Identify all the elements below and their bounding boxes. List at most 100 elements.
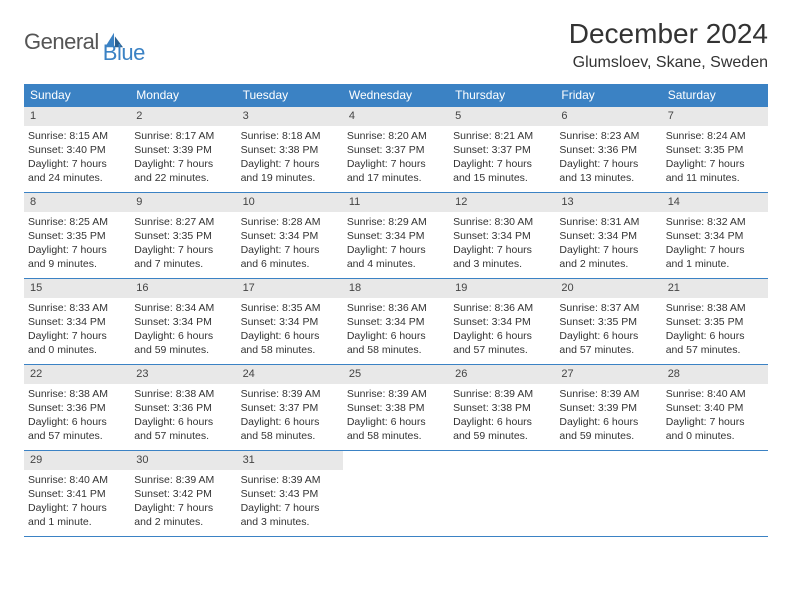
sunset-line: Sunset: 3:34 PM bbox=[453, 315, 551, 329]
day-number: 14 bbox=[662, 193, 768, 212]
daylight-line: and 57 minutes. bbox=[559, 343, 657, 357]
daylight-line: Daylight: 7 hours bbox=[666, 415, 764, 429]
day-number: 21 bbox=[662, 279, 768, 298]
sunset-line: Sunset: 3:41 PM bbox=[28, 487, 126, 501]
daylight-line: Daylight: 7 hours bbox=[28, 329, 126, 343]
title-block: December 2024 Glumsloev, Skane, Sweden bbox=[569, 18, 768, 72]
sunset-line: Sunset: 3:34 PM bbox=[241, 229, 339, 243]
sunset-line: Sunset: 3:35 PM bbox=[559, 315, 657, 329]
daylight-line: Daylight: 6 hours bbox=[241, 329, 339, 343]
daylight-line: and 59 minutes. bbox=[559, 429, 657, 443]
page-title: December 2024 bbox=[569, 18, 768, 50]
sunset-line: Sunset: 3:43 PM bbox=[241, 487, 339, 501]
week-row: 8Sunrise: 8:25 AMSunset: 3:35 PMDaylight… bbox=[24, 193, 768, 279]
sunrise-line: Sunrise: 8:24 AM bbox=[666, 129, 764, 143]
daylight-line: and 57 minutes. bbox=[666, 343, 764, 357]
day-cell: 8Sunrise: 8:25 AMSunset: 3:35 PMDaylight… bbox=[24, 193, 130, 279]
daylight-line: Daylight: 6 hours bbox=[559, 415, 657, 429]
week-row: 29Sunrise: 8:40 AMSunset: 3:41 PMDayligh… bbox=[24, 451, 768, 537]
daylight-line: and 58 minutes. bbox=[241, 429, 339, 443]
day-cell: 12Sunrise: 8:30 AMSunset: 3:34 PMDayligh… bbox=[449, 193, 555, 279]
day-cell: 30Sunrise: 8:39 AMSunset: 3:42 PMDayligh… bbox=[130, 451, 236, 537]
sunset-line: Sunset: 3:36 PM bbox=[28, 401, 126, 415]
sunrise-line: Sunrise: 8:39 AM bbox=[559, 387, 657, 401]
daylight-line: and 1 minute. bbox=[666, 257, 764, 271]
day-number: 28 bbox=[662, 365, 768, 384]
daylight-line: and 58 minutes. bbox=[347, 343, 445, 357]
sunrise-line: Sunrise: 8:17 AM bbox=[134, 129, 232, 143]
day-cell: 26Sunrise: 8:39 AMSunset: 3:38 PMDayligh… bbox=[449, 365, 555, 451]
logo-text-blue: Blue bbox=[103, 40, 145, 66]
daylight-line: Daylight: 6 hours bbox=[666, 329, 764, 343]
sunset-line: Sunset: 3:34 PM bbox=[347, 229, 445, 243]
sunset-line: Sunset: 3:34 PM bbox=[347, 315, 445, 329]
sunset-line: Sunset: 3:37 PM bbox=[347, 143, 445, 157]
day-cell: 23Sunrise: 8:38 AMSunset: 3:36 PMDayligh… bbox=[130, 365, 236, 451]
day-cell: 11Sunrise: 8:29 AMSunset: 3:34 PMDayligh… bbox=[343, 193, 449, 279]
sunrise-line: Sunrise: 8:20 AM bbox=[347, 129, 445, 143]
sunrise-line: Sunrise: 8:38 AM bbox=[666, 301, 764, 315]
sunset-line: Sunset: 3:35 PM bbox=[666, 143, 764, 157]
logo-text-general: General bbox=[24, 29, 99, 55]
daylight-line: Daylight: 7 hours bbox=[241, 243, 339, 257]
sunrise-line: Sunrise: 8:39 AM bbox=[347, 387, 445, 401]
day-cell bbox=[662, 451, 768, 537]
day-cell bbox=[555, 451, 661, 537]
sunset-line: Sunset: 3:34 PM bbox=[453, 229, 551, 243]
day-number: 6 bbox=[555, 107, 661, 126]
daylight-line: Daylight: 6 hours bbox=[559, 329, 657, 343]
day-header-row: Sunday Monday Tuesday Wednesday Thursday… bbox=[24, 84, 768, 107]
calendar-body: 1Sunrise: 8:15 AMSunset: 3:40 PMDaylight… bbox=[24, 107, 768, 537]
day-cell: 27Sunrise: 8:39 AMSunset: 3:39 PMDayligh… bbox=[555, 365, 661, 451]
day-cell: 4Sunrise: 8:20 AMSunset: 3:37 PMDaylight… bbox=[343, 107, 449, 193]
day-number: 2 bbox=[130, 107, 236, 126]
daylight-line: Daylight: 7 hours bbox=[134, 501, 232, 515]
sunset-line: Sunset: 3:36 PM bbox=[559, 143, 657, 157]
day-cell: 20Sunrise: 8:37 AMSunset: 3:35 PMDayligh… bbox=[555, 279, 661, 365]
day-cell: 17Sunrise: 8:35 AMSunset: 3:34 PMDayligh… bbox=[237, 279, 343, 365]
sunrise-line: Sunrise: 8:18 AM bbox=[241, 129, 339, 143]
sunset-line: Sunset: 3:37 PM bbox=[241, 401, 339, 415]
day-header-tuesday: Tuesday bbox=[237, 84, 343, 107]
daylight-line: Daylight: 7 hours bbox=[134, 157, 232, 171]
day-cell: 3Sunrise: 8:18 AMSunset: 3:38 PMDaylight… bbox=[237, 107, 343, 193]
sunset-line: Sunset: 3:37 PM bbox=[453, 143, 551, 157]
day-cell: 9Sunrise: 8:27 AMSunset: 3:35 PMDaylight… bbox=[130, 193, 236, 279]
sunset-line: Sunset: 3:34 PM bbox=[666, 229, 764, 243]
sunrise-line: Sunrise: 8:39 AM bbox=[134, 473, 232, 487]
week-row: 22Sunrise: 8:38 AMSunset: 3:36 PMDayligh… bbox=[24, 365, 768, 451]
day-cell bbox=[343, 451, 449, 537]
sunset-line: Sunset: 3:38 PM bbox=[241, 143, 339, 157]
logo: General Blue bbox=[24, 18, 145, 66]
calendar-table: Sunday Monday Tuesday Wednesday Thursday… bbox=[24, 84, 768, 537]
day-number: 5 bbox=[449, 107, 555, 126]
day-cell: 5Sunrise: 8:21 AMSunset: 3:37 PMDaylight… bbox=[449, 107, 555, 193]
daylight-line: Daylight: 7 hours bbox=[28, 157, 126, 171]
daylight-line: Daylight: 7 hours bbox=[666, 243, 764, 257]
day-cell: 29Sunrise: 8:40 AMSunset: 3:41 PMDayligh… bbox=[24, 451, 130, 537]
sunset-line: Sunset: 3:35 PM bbox=[28, 229, 126, 243]
day-number: 24 bbox=[237, 365, 343, 384]
daylight-line: Daylight: 7 hours bbox=[347, 243, 445, 257]
day-cell bbox=[449, 451, 555, 537]
daylight-line: and 7 minutes. bbox=[134, 257, 232, 271]
day-header-saturday: Saturday bbox=[662, 84, 768, 107]
daylight-line: and 9 minutes. bbox=[28, 257, 126, 271]
daylight-line: Daylight: 7 hours bbox=[559, 243, 657, 257]
day-cell: 1Sunrise: 8:15 AMSunset: 3:40 PMDaylight… bbox=[24, 107, 130, 193]
daylight-line: and 17 minutes. bbox=[347, 171, 445, 185]
sunset-line: Sunset: 3:38 PM bbox=[347, 401, 445, 415]
daylight-line: and 0 minutes. bbox=[28, 343, 126, 357]
sunset-line: Sunset: 3:34 PM bbox=[241, 315, 339, 329]
sunrise-line: Sunrise: 8:21 AM bbox=[453, 129, 551, 143]
sunrise-line: Sunrise: 8:33 AM bbox=[28, 301, 126, 315]
day-cell: 13Sunrise: 8:31 AMSunset: 3:34 PMDayligh… bbox=[555, 193, 661, 279]
daylight-line: and 13 minutes. bbox=[559, 171, 657, 185]
sunrise-line: Sunrise: 8:38 AM bbox=[134, 387, 232, 401]
daylight-line: Daylight: 6 hours bbox=[453, 415, 551, 429]
daylight-line: Daylight: 6 hours bbox=[453, 329, 551, 343]
day-cell: 10Sunrise: 8:28 AMSunset: 3:34 PMDayligh… bbox=[237, 193, 343, 279]
day-number: 1 bbox=[24, 107, 130, 126]
day-number: 29 bbox=[24, 451, 130, 470]
day-number: 13 bbox=[555, 193, 661, 212]
